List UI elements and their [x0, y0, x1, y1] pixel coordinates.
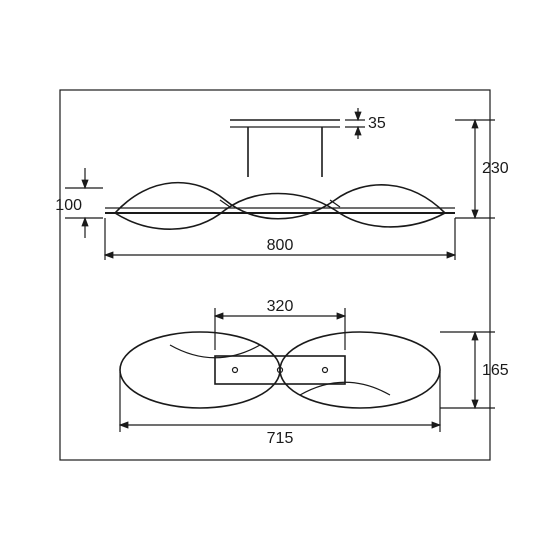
- frame: [60, 90, 490, 460]
- dim-100: 100: [55, 197, 82, 214]
- dim-230: 230: [482, 160, 509, 177]
- dim-35: 35: [368, 115, 386, 132]
- dimension-drawing: 800 100 230 35 320: [0, 0, 550, 550]
- dim-165: 165: [482, 362, 509, 379]
- top-view: 320 715 165: [120, 298, 509, 447]
- side-view: 800 100 230 35: [55, 108, 509, 260]
- dim-715: 715: [267, 430, 294, 447]
- dim-800: 800: [267, 237, 294, 254]
- dim-320: 320: [267, 298, 294, 315]
